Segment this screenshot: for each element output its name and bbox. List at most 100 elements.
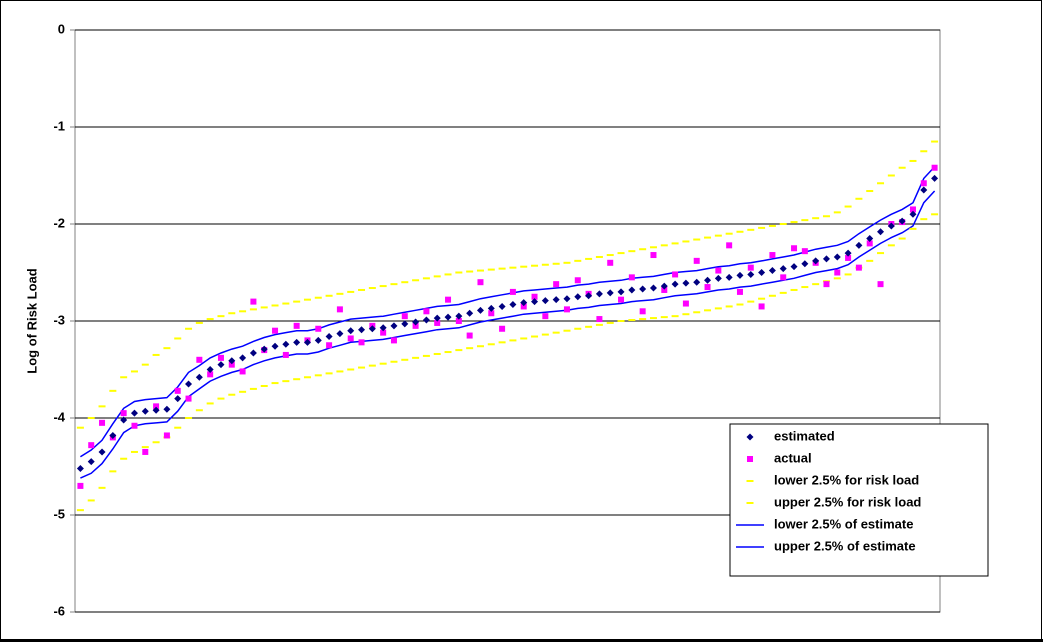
point: [260, 384, 268, 387]
point: [390, 360, 398, 363]
point: [920, 180, 927, 187]
point: [563, 261, 571, 264]
point: [282, 351, 289, 358]
point: [282, 340, 290, 348]
point: [855, 197, 863, 200]
point: [98, 448, 106, 456]
point: [531, 293, 538, 300]
point: [368, 364, 376, 367]
point: [77, 482, 84, 489]
point: [704, 284, 711, 291]
point: [347, 335, 354, 342]
point: [412, 279, 420, 282]
point: [217, 361, 225, 369]
point: [877, 281, 884, 288]
point: [693, 278, 701, 286]
point: [758, 269, 766, 276]
point: [650, 252, 657, 259]
point: [466, 270, 474, 273]
point: [228, 361, 235, 368]
point: [520, 303, 527, 310]
point: [822, 215, 830, 218]
point: [649, 246, 657, 249]
legend-symbol: [746, 480, 754, 482]
point: [130, 370, 138, 373]
point: [303, 338, 311, 346]
point: [780, 274, 787, 281]
point: [336, 330, 344, 338]
point: [628, 274, 635, 281]
legend-symbol: [746, 433, 754, 441]
point: [801, 248, 808, 255]
point: [282, 380, 290, 383]
point: [130, 450, 138, 453]
point: [217, 354, 224, 361]
point: [671, 242, 679, 245]
point: [617, 320, 625, 322]
point: [260, 306, 268, 309]
point: [693, 238, 701, 241]
point: [617, 288, 625, 296]
point: [76, 464, 84, 472]
point: [141, 363, 149, 366]
point: [574, 277, 581, 284]
point: [379, 285, 387, 288]
point: [272, 327, 279, 334]
point: [585, 257, 593, 260]
point: [823, 281, 830, 288]
point: [76, 509, 84, 512]
point: [606, 289, 614, 297]
point: [260, 345, 268, 353]
y-tick-label: -1: [53, 118, 65, 133]
point: [87, 499, 95, 502]
point: [293, 378, 301, 381]
point: [606, 321, 614, 324]
point: [660, 316, 668, 319]
point: [725, 232, 733, 235]
point: [476, 269, 484, 272]
point: [87, 417, 95, 419]
point: [433, 275, 441, 278]
point: [130, 409, 138, 417]
point: [195, 373, 203, 381]
point: [163, 405, 171, 413]
point: [358, 326, 366, 334]
point: [444, 351, 452, 354]
point: [271, 304, 279, 307]
point: [909, 210, 917, 218]
y-tick-label: -6: [53, 603, 65, 618]
point: [422, 316, 430, 324]
point: [358, 288, 366, 291]
point: [563, 329, 571, 332]
point: [801, 219, 809, 222]
point: [455, 349, 463, 352]
point: [250, 298, 257, 305]
point: [509, 266, 517, 269]
point: [834, 269, 841, 276]
point: [639, 248, 647, 251]
point: [249, 308, 257, 311]
point: [520, 337, 528, 340]
point: [736, 230, 744, 233]
point: [682, 313, 690, 316]
point: [412, 322, 419, 329]
point: [401, 358, 409, 361]
legend-label: upper 2.5% for risk load: [774, 494, 921, 509]
point: [423, 308, 430, 315]
point: [120, 416, 128, 424]
point: [476, 306, 484, 314]
point: [445, 296, 452, 303]
point: [812, 217, 820, 220]
point: [714, 274, 722, 282]
point: [704, 276, 712, 284]
point: [563, 295, 571, 303]
point: [639, 318, 647, 321]
point: [163, 347, 171, 350]
point: [347, 327, 355, 335]
point: [217, 315, 225, 318]
legend-box: [729, 423, 989, 577]
point: [520, 299, 528, 307]
point: [401, 320, 409, 328]
point: [239, 368, 246, 375]
point: [401, 313, 408, 320]
